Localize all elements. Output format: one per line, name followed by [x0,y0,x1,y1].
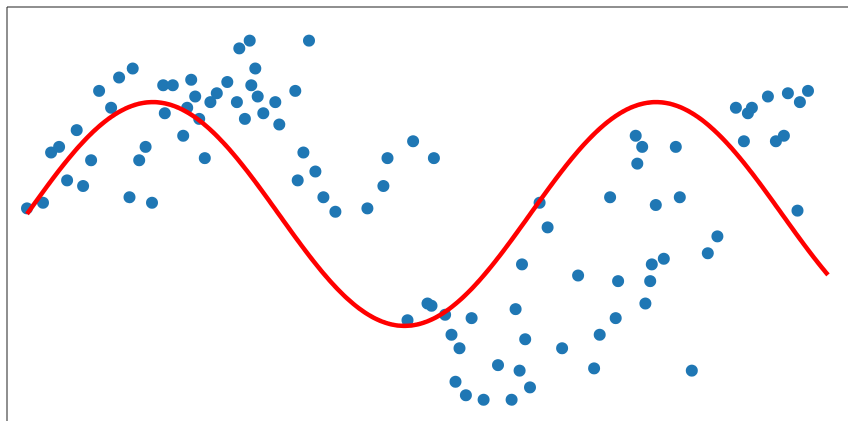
scatter-point [793,96,806,109]
scatter-point [636,140,649,153]
scatter-point [791,204,804,217]
scatter-point [291,174,304,187]
scatter-point [802,84,814,97]
scatter-point [230,96,243,109]
scatter-point [126,62,139,75]
plot-area [7,7,848,421]
scatter-point [177,129,190,142]
scatter-point [289,84,302,97]
scatter-point [70,124,83,137]
scatter-point [123,191,136,204]
scatter-point [509,303,522,316]
scatter-point [85,154,98,167]
scatter-point [644,275,657,288]
scatter-point [729,101,742,114]
scatter-point [465,312,478,325]
scatter-point [425,299,438,312]
scatter-point [737,135,750,148]
scatter-point [105,101,118,114]
scatter-point [459,389,472,402]
scatter-point [669,140,682,153]
scatter-point [297,146,310,159]
scatter-point [445,328,458,341]
scatter-point [53,140,66,153]
scatter-point [249,62,262,75]
scatter-point [612,275,625,288]
scatter-point [77,180,90,192]
scatter-point [309,165,322,178]
scatter-point [519,333,532,346]
scatter-point [588,362,601,375]
scatter-point [407,135,420,148]
scatter-series [21,34,814,406]
scatter-point [685,364,698,377]
scatter-point [701,247,714,260]
scatter-point [198,152,211,165]
scatter-point [317,191,330,204]
scatter-point [157,79,170,92]
scatter-point [572,269,585,282]
scatter-point [777,129,790,142]
scatter-point [556,342,569,355]
scatter-point [761,90,774,103]
scatter-point [477,393,490,406]
scatter-point [257,107,270,120]
scatter-point [381,152,394,165]
scatter-point [113,71,126,84]
scatter-point [593,328,606,341]
scatter-point [492,359,504,372]
scatter-point [505,393,518,406]
scatter-point [93,84,106,97]
scatter-point [303,34,315,47]
scatter-point [185,73,198,86]
scatter-point [377,180,390,192]
scatter-point [329,205,342,218]
scatter-point [269,96,282,109]
scatter-point [781,87,794,100]
scatter-point [657,252,670,265]
scatter-point [166,79,179,92]
scatter-point [649,199,662,211]
scatter-point [745,101,758,114]
scatter-point [449,375,462,388]
scatter-point [139,140,152,153]
scatter-point [401,314,414,327]
scatter-point [243,34,256,47]
scatter-point [146,196,158,209]
scatter-point [631,157,644,170]
scatter-point [245,79,258,92]
scatter-point [238,112,251,125]
scatter-point [37,196,49,209]
scatter-point [273,118,286,131]
scatter-point [210,87,223,100]
scatter-point [133,154,146,167]
sine-fit-line [25,99,830,329]
scatter-point [204,96,217,109]
scatter-point [673,191,686,204]
scatter-point [233,42,246,55]
scatter-point [629,129,642,142]
scatter-point [513,364,526,377]
scatter-point [639,297,652,310]
scatter-point [221,76,234,88]
scatter-point [189,90,202,103]
scatter-point [541,221,554,234]
scatter-point [609,312,622,325]
scatter-point [427,152,440,165]
scatter-point [453,342,466,355]
scatter-point [361,202,374,215]
scatter-point [711,230,724,243]
scatter-point [158,107,171,120]
scatter-point [645,258,658,271]
scatter-point [251,90,264,103]
scatter-point [604,191,617,204]
scatter-point [516,258,528,271]
scatter-point [61,174,74,187]
scatter-point [524,381,536,394]
